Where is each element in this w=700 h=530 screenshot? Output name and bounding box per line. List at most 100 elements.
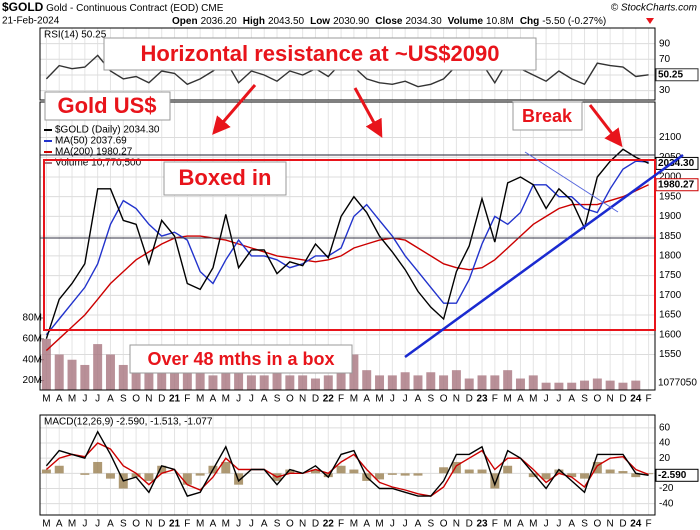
x-tick-label: A (568, 394, 575, 405)
x-tick-label: S (427, 519, 434, 530)
y-tick-label: 90 (659, 38, 671, 49)
x-tick-label: D (466, 394, 473, 405)
annotation: Horizontal resistance at ~US$2090 (141, 41, 500, 66)
bar (413, 375, 423, 390)
x-tick-label: M (196, 519, 204, 530)
y-tick-label: 1650 (659, 310, 682, 321)
bar (451, 461, 461, 474)
quote-value: 2034.30 (405, 16, 442, 27)
x-tick-label: A (210, 519, 217, 530)
x-tick-label: 23 (476, 519, 488, 530)
quote-value: 2036.20 (201, 16, 238, 27)
bar (400, 473, 410, 476)
x-tick-label: A (107, 394, 114, 405)
bar (375, 375, 385, 390)
x-tick-label: J (403, 394, 408, 405)
x-tick-label: S (581, 519, 588, 530)
annotation-box (44, 91, 171, 121)
panel (40, 415, 655, 515)
annotation-box (512, 101, 583, 131)
y-tick-label: 1700 (659, 290, 682, 301)
bar (387, 473, 397, 475)
x-tick-label: M (529, 519, 537, 530)
y-tick-label: 2000 (659, 172, 682, 183)
bar (477, 469, 487, 474)
bar (490, 473, 500, 489)
quote-value: 10.8M (486, 16, 514, 27)
bar (195, 473, 205, 476)
x-tick-label: M (375, 519, 383, 530)
y2-tick-label: 60M (23, 334, 42, 345)
bar (208, 375, 218, 390)
change-arrow (646, 18, 654, 24)
bar (528, 473, 538, 478)
x-tick-label: M (68, 394, 76, 405)
bar (631, 473, 641, 478)
quote: Open 2036.20 High 2043.50 Low 2030.90 Close 203… (172, 16, 606, 27)
bar (580, 473, 590, 479)
bar (567, 382, 577, 390)
x-tick-label: A (261, 519, 268, 530)
quote-value: -5.50 (-0.27%) (542, 16, 606, 27)
bar (323, 473, 333, 478)
trend-line (404, 153, 684, 359)
bar (349, 354, 359, 390)
header-name: $GOLD Gold - Continuous Contract (EOD) C… (2, 0, 224, 14)
x-tick-label: A (415, 394, 422, 405)
x-tick-label: A (261, 394, 268, 405)
bar (105, 473, 115, 479)
x-tick-label: A (56, 394, 63, 405)
quote-label: Low (310, 16, 330, 27)
quote-label: Chg (520, 16, 539, 27)
panel-border (39, 414, 656, 516)
bar (157, 465, 167, 474)
x-tick-label: F (646, 519, 652, 530)
x-tick-label: J (556, 519, 561, 530)
legend-label: MA(50) 2037.69 (55, 136, 127, 147)
x-tick-label: S (427, 394, 434, 405)
y-tick-label: 30 (659, 85, 671, 96)
x-tick-label: D (158, 519, 165, 530)
bar (41, 338, 51, 390)
x-tick-label: A (56, 519, 63, 530)
bar (157, 370, 167, 390)
y-tick-label: 1750 (659, 270, 682, 281)
y-tick-label: 1950 (659, 191, 682, 202)
bar (144, 364, 154, 390)
annotation-box (103, 37, 537, 71)
x-tick-label: O (286, 394, 294, 405)
volume-tag: 1077050 (658, 378, 697, 389)
legend-label: Volume 10,770,500 (55, 158, 142, 169)
x-tick-label: D (466, 519, 473, 530)
header-date: 21-Feb-2024 (2, 16, 60, 27)
bar (439, 375, 449, 390)
quote-value: 2043.50 (268, 16, 305, 27)
bar (41, 469, 51, 474)
x-tick-label: A (363, 394, 370, 405)
last-value-box (655, 68, 699, 82)
last-value-label: 1980.27 (658, 179, 695, 190)
bar (554, 469, 564, 474)
bar (426, 372, 436, 390)
x-tick-label: 22 (323, 519, 335, 530)
bar (464, 469, 474, 474)
x-tick-label: J (236, 519, 241, 530)
x-tick-label: M (350, 519, 358, 530)
last-value-box (655, 468, 699, 482)
x-tick-label: 21 (169, 394, 181, 405)
bar (515, 378, 525, 390)
bar (375, 473, 385, 480)
bar (528, 375, 538, 390)
bar (605, 380, 615, 390)
x-tick-label: F (338, 394, 344, 405)
x-tick-label: D (312, 519, 319, 530)
bar (490, 375, 500, 390)
annotation-box (129, 344, 353, 374)
series-line (45, 160, 649, 336)
bar (439, 467, 449, 474)
last-value-label: 50.25 (658, 69, 683, 80)
bar (67, 359, 77, 390)
overlay: Horizontal resistance at ~US$2090 Gold U… (40, 37, 684, 374)
credit: © StockCharts.com (611, 3, 697, 14)
